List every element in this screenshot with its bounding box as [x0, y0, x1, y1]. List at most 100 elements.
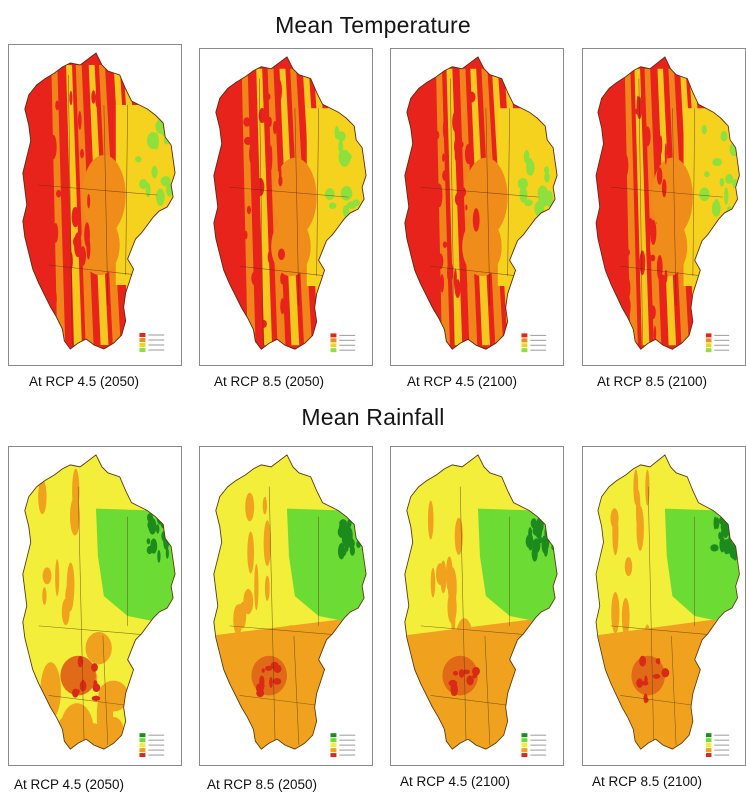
hot-streak: [468, 91, 476, 103]
cool-patch: [712, 158, 722, 167]
wettest-patch: [360, 525, 367, 542]
legend-entry-line: [530, 744, 547, 746]
rainfall-region-outline: [595, 454, 740, 750]
cool-patch: [156, 188, 165, 206]
hot-streak: [77, 111, 82, 130]
legend-entry-line: [339, 349, 356, 351]
wettest-patch: [169, 523, 175, 537]
warm-zone: [273, 157, 317, 237]
dry-streak: [445, 556, 453, 592]
low-rain-patch: [282, 664, 308, 722]
legend-entry-line: [148, 749, 165, 751]
legend-swatch: [705, 333, 712, 338]
district-boundary: [507, 108, 510, 277]
hot-streak: [623, 143, 627, 153]
wettest-patch: [168, 516, 173, 530]
district-boundary: [620, 695, 695, 706]
peak-rain-patch: [639, 655, 647, 667]
hot-streak: [236, 264, 242, 285]
legend-swatch: [705, 338, 712, 343]
hot-streak: [644, 126, 651, 147]
wettest-patch: [713, 516, 717, 530]
rainfall-section-title: Mean Rainfall: [301, 404, 445, 430]
dry-streak: [454, 517, 463, 555]
cool-patch: [153, 133, 159, 150]
hot-streak: [437, 253, 444, 270]
legend-entry-line: [148, 349, 165, 351]
legend-swatch: [330, 338, 337, 343]
peak-rain-patch: [91, 695, 101, 701]
cool-patch: [151, 165, 158, 179]
hot-streak: [621, 153, 629, 178]
hot-streak: [79, 246, 87, 266]
dry-streak: [72, 498, 80, 516]
temperature-band: [51, 65, 66, 345]
peak-rain-patch: [269, 677, 273, 688]
rainfall-map-fill: [22, 454, 176, 750]
hot-streak: [650, 254, 656, 262]
legend-entry-line: [339, 334, 356, 336]
low-rain-patch: [258, 697, 284, 719]
legend-entry-line: [530, 754, 547, 756]
rainfall-map: [404, 454, 558, 758]
peak-rain-patch: [458, 669, 465, 678]
map-legend: [330, 733, 356, 758]
rainfall-caption-3: At RCP 4.5 (2100): [400, 774, 511, 789]
legend-entry-line: [714, 744, 730, 746]
district-boundary: [610, 625, 723, 637]
hot-streak: [259, 319, 267, 328]
legend-swatch: [705, 748, 712, 753]
hot-streak: [47, 327, 54, 338]
legend-swatch: [330, 343, 337, 348]
district-boundary: [430, 695, 510, 706]
hot-streak: [256, 178, 265, 197]
temperature-map-panel-2: [199, 48, 373, 366]
cool-patch: [733, 124, 738, 134]
dry-streak: [633, 469, 639, 505]
peak-rain-patch: [463, 669, 470, 675]
district-boundary: [77, 486, 85, 746]
district-boundary: [450, 78, 455, 346]
legend-swatch: [521, 338, 528, 343]
hot-streak: [278, 165, 282, 182]
cool-patch: [139, 179, 148, 189]
district-boundary: [620, 265, 705, 277]
district-boundary: [430, 265, 520, 277]
temperature-map: [213, 56, 367, 353]
peak-rain-patch: [72, 688, 79, 698]
district-boundary: [239, 695, 319, 706]
hot-streak: [617, 105, 623, 119]
legend-entry-line: [339, 749, 356, 751]
hot-streak: [71, 206, 80, 228]
hot-streak: [608, 99, 614, 125]
legend-entry-line: [148, 739, 165, 741]
cool-patch: [347, 153, 352, 160]
map-legend: [705, 333, 730, 353]
legend-swatch: [521, 748, 528, 753]
hot-streak: [254, 172, 258, 184]
wettest-patch: [530, 518, 537, 529]
district-boundary: [692, 108, 696, 277]
rainfall-map: [22, 454, 176, 758]
district-boundary: [459, 486, 467, 746]
dry-streak: [644, 624, 650, 643]
dry-streak: [621, 597, 630, 637]
low-rain-patch: [490, 630, 524, 682]
dry-streak: [247, 531, 255, 574]
cool-patch: [537, 185, 548, 200]
low-rain-patch: [85, 632, 112, 665]
hot-streak: [458, 141, 464, 148]
wettest-patch: [551, 536, 557, 545]
temperature-map: [595, 56, 740, 353]
legend-swatch: [521, 753, 528, 758]
legend-swatch: [521, 333, 528, 338]
temperature-band: [446, 68, 463, 346]
cool-patch: [328, 202, 337, 209]
hot-streak: [272, 120, 277, 135]
temperature-caption-4: At RCP 8.5 (2100): [597, 374, 708, 389]
hot-streak: [656, 254, 663, 281]
low-rain-patch: [304, 690, 341, 711]
hot-streak: [624, 277, 631, 300]
legend-entry-line: [530, 749, 547, 751]
hot-streak: [65, 266, 71, 278]
